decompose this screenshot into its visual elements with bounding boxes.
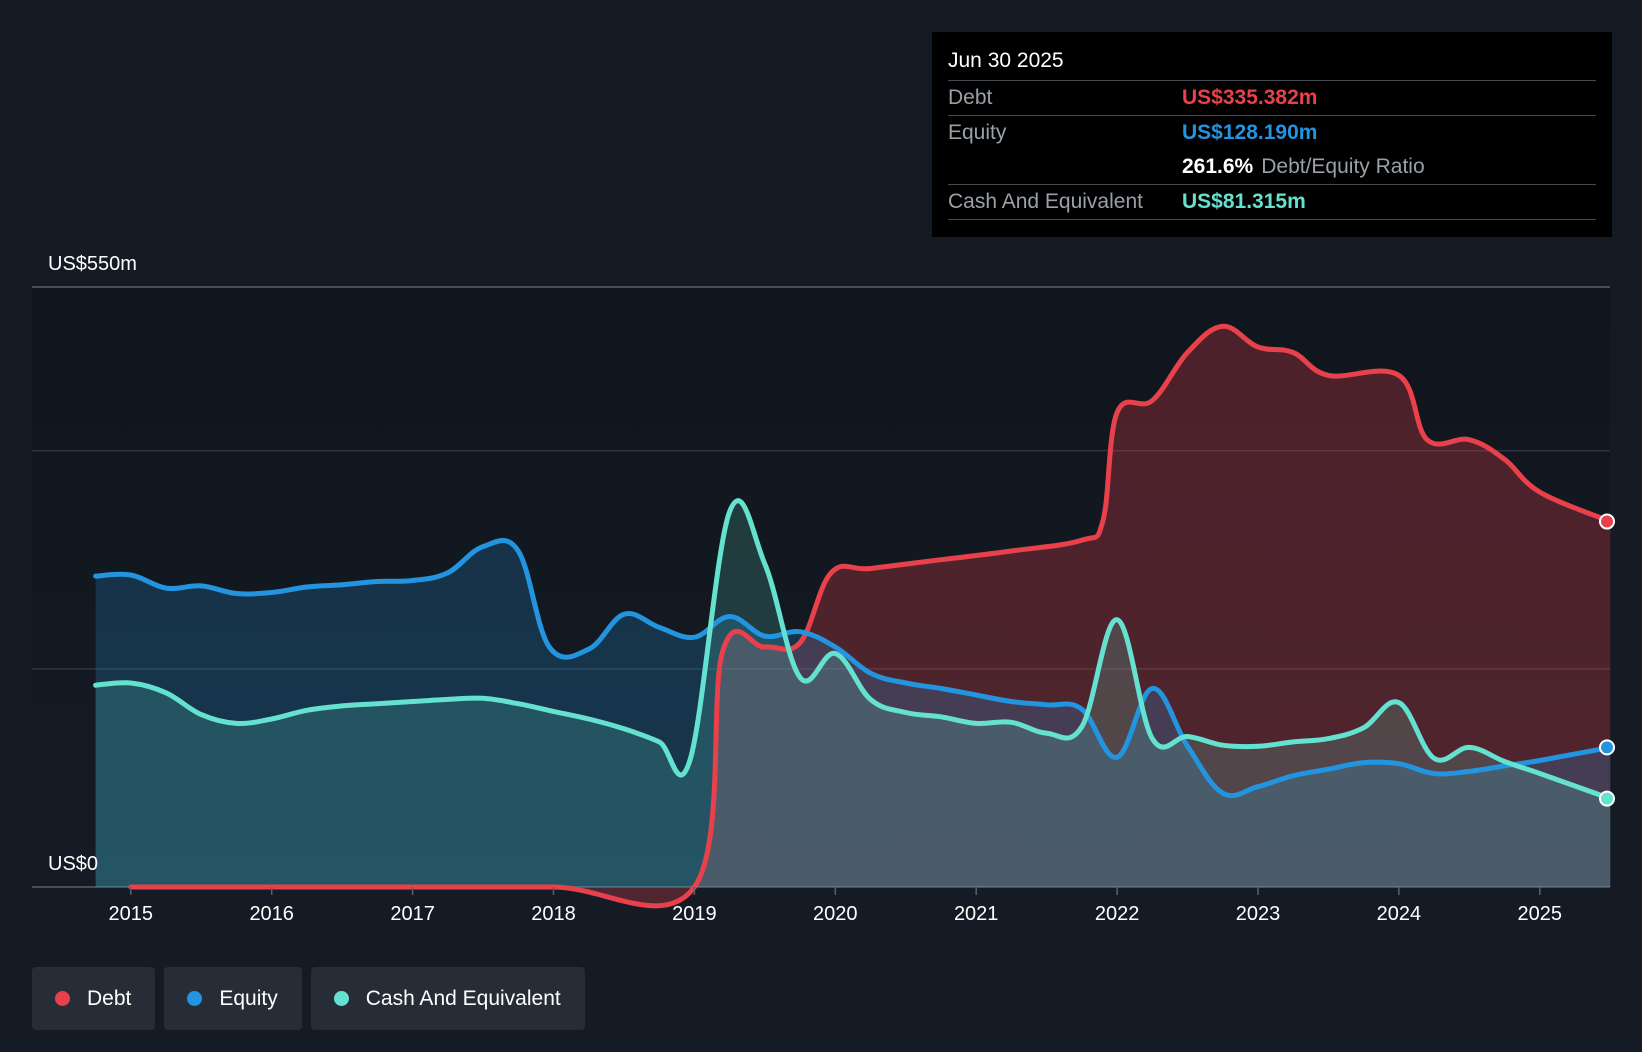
series-areas (95, 326, 1611, 906)
tooltip-debt-value: US$335.382m (1182, 86, 1318, 109)
cash-and-equivalent-end-marker[interactable] (1599, 790, 1615, 807)
series-lines (93, 323, 1613, 909)
end-markers (1599, 513, 1615, 807)
x-tick-label: 2024 (1377, 903, 1422, 925)
legend-item-debt[interactable]: Debt (32, 967, 156, 1030)
x-tick-label: 2019 (672, 903, 717, 925)
tooltip-cash-value: US$81.315m (1182, 190, 1306, 213)
legend-item-cash[interactable]: Cash And Equivalent (310, 967, 585, 1030)
x-tick-label: 2016 (249, 903, 294, 925)
legend-dot-equity (187, 991, 203, 1006)
tooltip-equity-value: US$128.190m (1182, 121, 1318, 144)
x-tick-label: 2015 (109, 903, 154, 925)
x-tick-label: 2017 (390, 903, 435, 925)
legend-item-equity[interactable]: Equity (164, 967, 302, 1030)
legend-dot-debt (55, 991, 70, 1006)
y-tick-label-zero: US$0 (48, 853, 98, 875)
tooltip-debt-row: Debt US$335.382m (948, 81, 1596, 116)
tooltip-equity-label: Equity (948, 121, 1007, 144)
legend-label-equity: Equity (219, 986, 278, 1010)
y-tick-label-max: US$550m (48, 253, 137, 275)
tooltip-cash-row: Cash And Equivalent US$81.315m (948, 185, 1596, 220)
tooltip-ratio-row: 261.6% Debt/Equity Ratio (948, 150, 1596, 185)
x-tick-label: 2021 (954, 903, 999, 925)
equity-area (95, 540, 1611, 887)
legend-dot-cash (333, 991, 349, 1006)
x-axis-ticks: 2015 2016 2017 2018 2019 2020 2021 2022 2023 2024… (109, 887, 1563, 925)
x-tick-label: 2023 (1236, 903, 1281, 925)
equity-end-marker[interactable] (1599, 739, 1615, 756)
debt-area (130, 326, 1611, 906)
cash-and-equivalent-line (93, 498, 1613, 802)
x-tick-label: 2020 (813, 903, 858, 925)
cash-and-equivalent-area (95, 500, 1611, 887)
data-tooltip: Jun 30 2025 Debt US$335.382m Equity US$1… (932, 32, 1612, 237)
x-tick-label: 2022 (1095, 903, 1140, 925)
x-tick-label: 2018 (531, 903, 576, 925)
debt-line (128, 323, 1613, 909)
tooltip-ratio-label: Debt/Equity Ratio (1261, 155, 1425, 178)
tooltip-equity-row: Equity US$128.190m (948, 116, 1596, 150)
debt-end-marker[interactable] (1599, 513, 1615, 530)
tooltip-date: Jun 30 2025 (948, 46, 1596, 81)
tooltip-cash-label: Cash And Equivalent (948, 190, 1143, 213)
equity-line (93, 538, 1613, 799)
chart-legend: Debt Equity Cash And Equivalent (32, 967, 585, 1030)
tooltip-debt-label: Debt (948, 86, 993, 109)
legend-label-cash: Cash And Equivalent (365, 986, 561, 1010)
tooltip-ratio-value: 261.6% (1182, 155, 1254, 178)
x-tick-label: 2025 (1518, 903, 1563, 925)
legend-label-debt: Debt (87, 986, 132, 1010)
